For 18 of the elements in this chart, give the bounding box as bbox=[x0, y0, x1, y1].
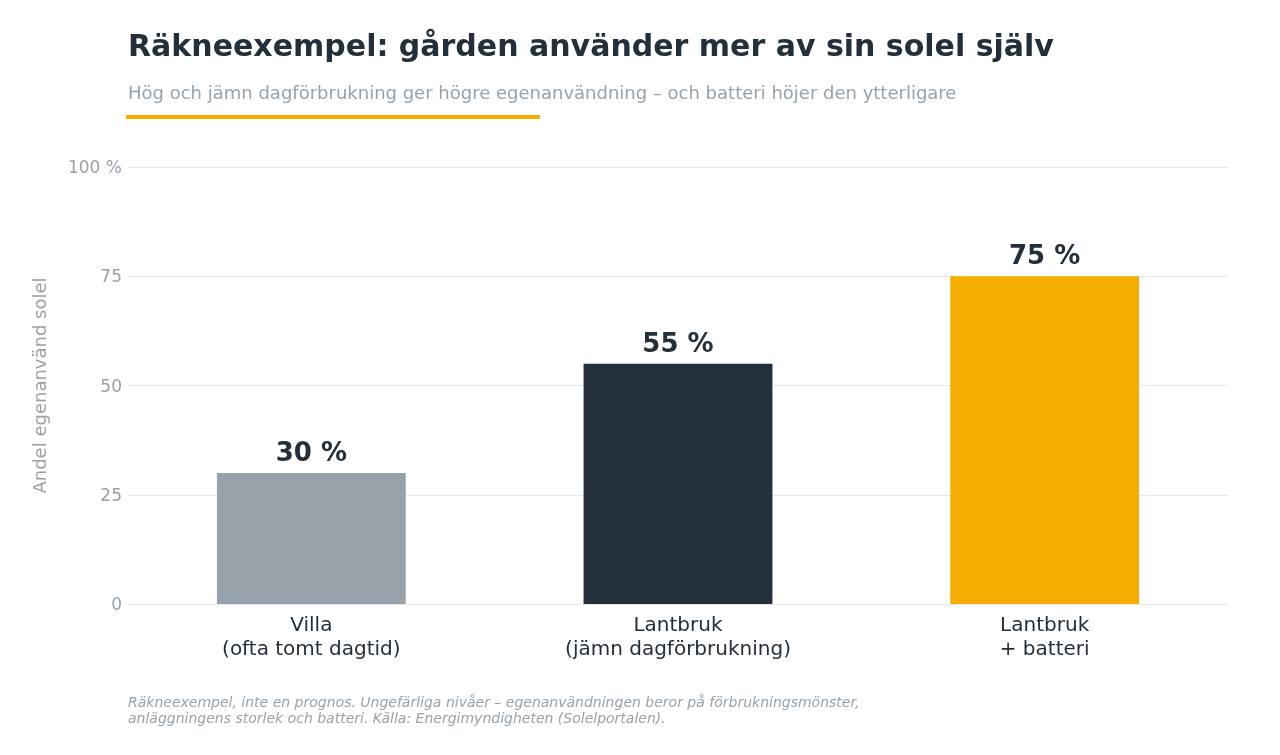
y-tick-label: 0 bbox=[111, 594, 122, 614]
x-tick-label: Lantbruk + batteri bbox=[999, 612, 1090, 660]
data-label: 30 % bbox=[275, 436, 347, 467]
bar bbox=[583, 363, 773, 604]
bar bbox=[950, 276, 1140, 604]
y-tick-label: 100 % bbox=[67, 157, 122, 177]
x-tick-label: Villa (ofta tomt dagtid) bbox=[222, 612, 401, 660]
text: Räkneexempel, inte en prognos. Ungefärliga nivåer – egenanvändningen beror på förbrukningsmönster, anläggningens storlek och batteri. Källa: Energimyndigheten (Solelportalen). bbox=[128, 694, 860, 726]
y-tick-label: 75 bbox=[100, 266, 122, 287]
data-label: 75 % bbox=[1009, 240, 1081, 271]
y-axis-title: Andel egenanvänd solel bbox=[28, 277, 50, 494]
bar bbox=[216, 472, 406, 604]
chart-subtitle: Hög och jämn dagförbrukning ger högre egenanvändning – och batteri höjer den ytterligare bbox=[128, 82, 957, 103]
y-tick-label: 25 bbox=[100, 484, 122, 505]
x-tick-label: Lantbruk (jämn dagförbrukning) bbox=[565, 612, 791, 660]
data-label: 55 % bbox=[642, 327, 714, 358]
chart-title: Räkneexempel: gården använder mer av sin solel själv bbox=[128, 28, 1054, 63]
y-tick-label: 50 bbox=[100, 375, 122, 396]
